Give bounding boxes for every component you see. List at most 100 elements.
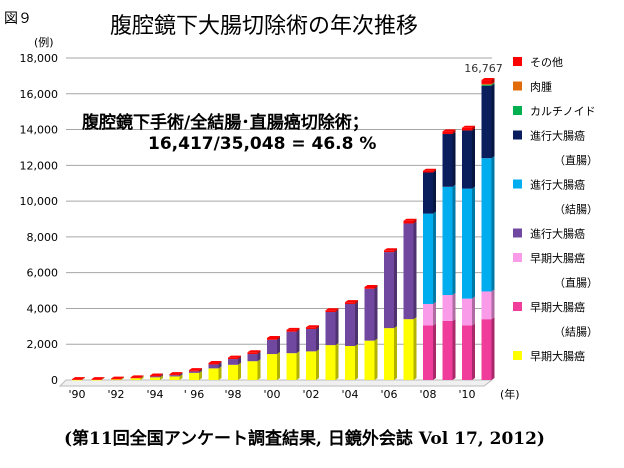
bar-segment xyxy=(208,364,219,369)
bar-side xyxy=(316,327,319,352)
bar-segment xyxy=(364,288,375,341)
bar-segment xyxy=(130,378,141,380)
bar-segment xyxy=(189,372,199,380)
bar-segment xyxy=(384,328,394,380)
bar-segment xyxy=(481,319,492,380)
x-tick-label: '08 xyxy=(419,388,436,401)
legend-swatch xyxy=(513,253,522,262)
bar-side xyxy=(433,168,436,173)
bar-top xyxy=(208,361,222,364)
bar-segment xyxy=(481,158,492,292)
y-tick-label: 2,000 xyxy=(27,338,59,351)
legend-sublabel: （直腸） xyxy=(554,153,598,167)
bar-side xyxy=(140,376,144,380)
bar-segment xyxy=(345,302,355,304)
bar-side xyxy=(179,374,183,380)
y-tick-label: 18,000 xyxy=(20,52,59,65)
bar-top xyxy=(384,248,397,251)
x-tick-label: '94 xyxy=(146,388,163,401)
y-tick-label: 14,000 xyxy=(20,124,59,137)
bar-top xyxy=(111,376,124,379)
bar-side xyxy=(296,351,300,380)
bar-side xyxy=(433,211,436,304)
y-tick-label: 6,000 xyxy=(27,267,59,280)
bar-side xyxy=(218,362,222,369)
bar-side xyxy=(199,369,202,373)
bar-segment xyxy=(462,325,472,380)
bar-side xyxy=(316,325,319,330)
bar-side xyxy=(452,184,456,296)
bar-segment xyxy=(247,354,258,362)
bar-side xyxy=(160,373,163,377)
bar-side xyxy=(491,78,495,84)
bar-segment xyxy=(189,371,199,373)
bar-side xyxy=(374,338,378,380)
x-tick-label: '02 xyxy=(302,388,319,401)
bar-segment xyxy=(403,220,414,224)
bar-segment xyxy=(150,375,160,377)
bar-side xyxy=(355,300,358,304)
bar-segment xyxy=(462,188,472,299)
bar-side xyxy=(452,132,456,187)
bar-segment xyxy=(208,363,219,365)
bar-segment xyxy=(423,325,433,380)
bar-segment xyxy=(345,303,355,347)
bar-side xyxy=(160,375,163,380)
bar-segment xyxy=(481,84,492,86)
bar-segment xyxy=(286,331,297,354)
bar-side xyxy=(140,375,144,379)
bar-side xyxy=(452,318,456,380)
bar-segment xyxy=(267,337,277,340)
bar-top xyxy=(72,377,85,380)
bar-segment xyxy=(247,361,258,380)
annotation-line1: 腹腔鏡下手術/全結腸･直腸癌切除術； xyxy=(82,113,369,133)
y-tick-label: 8,000 xyxy=(27,231,59,244)
x-tick-label: '10 xyxy=(458,388,475,401)
bar-segment xyxy=(286,329,297,332)
bar-top xyxy=(150,373,163,376)
source-citation: (第11回全国アンケート調査結果, 日鏡外会誌 Vol 17, 2012) xyxy=(64,429,545,449)
bar-segment xyxy=(189,370,199,372)
legend-swatch xyxy=(513,130,522,140)
bar-side xyxy=(433,170,436,214)
bar-segment xyxy=(403,319,414,380)
bar-side xyxy=(452,129,456,135)
bar-side xyxy=(277,337,280,355)
bar-top xyxy=(345,300,358,303)
bar-side xyxy=(160,374,163,378)
bar-segment xyxy=(286,353,297,380)
bar-side xyxy=(316,349,319,380)
bar-segment xyxy=(306,329,316,352)
bar-side xyxy=(238,355,241,360)
bar-side xyxy=(394,250,397,329)
bar-top xyxy=(91,377,105,380)
y-tick-label: 10,000 xyxy=(20,195,59,208)
x-tick-label: '00 xyxy=(263,388,280,401)
bar-segment xyxy=(423,303,433,326)
bar-segment xyxy=(481,83,492,85)
bar-side xyxy=(413,218,417,224)
bar-side xyxy=(394,248,397,253)
x-tick-label: '06 xyxy=(380,388,397,401)
bar-top xyxy=(462,125,475,128)
bar-segment xyxy=(325,345,336,380)
bar-side xyxy=(101,377,105,380)
legend-label: カルチノイド xyxy=(530,105,596,118)
bar-side xyxy=(335,343,339,380)
bar-segment xyxy=(91,379,102,380)
bar-side xyxy=(257,359,261,380)
legend-label: 肉腫 xyxy=(530,80,552,94)
legend-label: 進行大腸癌 xyxy=(530,129,585,143)
bar-segment xyxy=(306,327,316,330)
bar-segment xyxy=(150,376,160,378)
total-label: 16,767 xyxy=(464,62,503,75)
bar-top xyxy=(325,308,339,311)
bar-side xyxy=(472,128,475,189)
bar-side xyxy=(238,362,241,380)
bar-side xyxy=(238,357,241,365)
bar-segment xyxy=(228,364,238,380)
bar-side xyxy=(491,289,495,320)
bar-top xyxy=(481,78,495,81)
